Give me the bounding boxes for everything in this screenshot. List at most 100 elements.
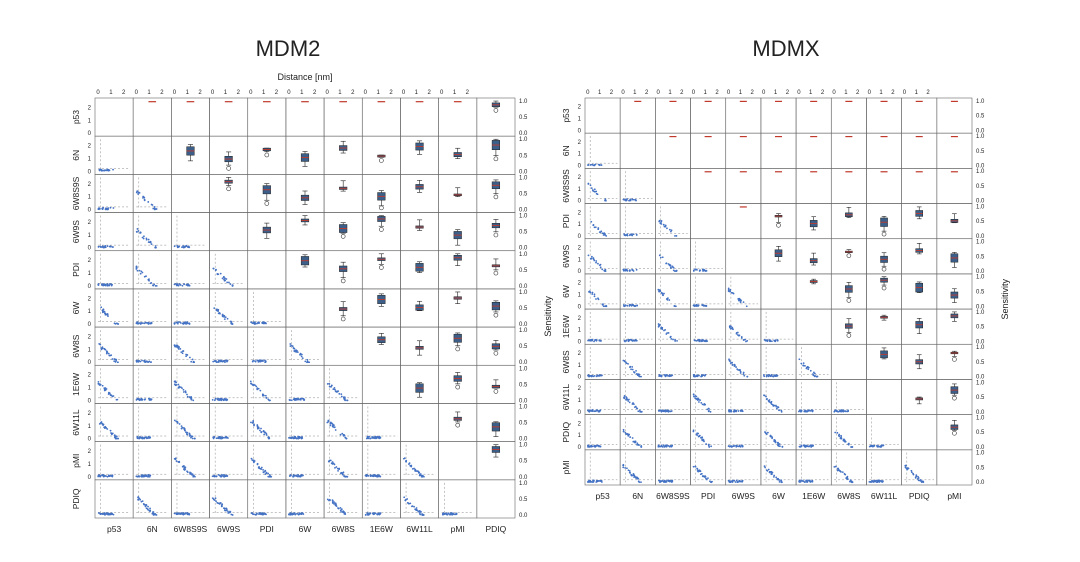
scatter-point	[694, 395, 697, 397]
scatter-point	[261, 393, 264, 396]
scatter-point	[101, 474, 103, 477]
scatter-point	[739, 370, 742, 373]
scatter-point	[706, 408, 709, 411]
scatter-point	[229, 510, 231, 513]
sensitivity-tick-label: 1.0	[519, 405, 528, 411]
scatter-point	[419, 510, 422, 513]
distance-tick-label: 0	[578, 164, 582, 170]
scatter-point	[215, 475, 218, 478]
scatter-point	[366, 474, 368, 476]
column-label: 6W9S	[217, 524, 240, 534]
scatter-point	[104, 207, 107, 210]
distance-tick-label: 1	[186, 90, 190, 96]
scatter-point	[178, 385, 181, 388]
scatter-point	[376, 436, 379, 438]
scatter-point	[264, 470, 266, 473]
matrix-cell	[655, 132, 691, 169]
scatter-point	[660, 410, 663, 413]
scatter-point	[153, 207, 156, 210]
sensitivity-tick-label: 0.5	[519, 153, 528, 159]
distance-tick-label: 2	[88, 373, 92, 379]
scatter-point	[343, 512, 346, 515]
scatter-point	[701, 338, 704, 341]
scatter-point	[152, 207, 155, 210]
distance-tick-label: 0	[88, 398, 92, 404]
distance-tick-label: 2	[680, 90, 684, 96]
scatter-point	[665, 333, 668, 335]
scatter-point	[628, 398, 630, 401]
scatter-point	[692, 465, 695, 468]
scatter-point	[222, 360, 225, 363]
scatter-point	[595, 444, 597, 447]
scatter-point	[187, 283, 189, 286]
scatter-point	[589, 184, 592, 187]
scatter-point	[104, 425, 107, 428]
scatter-point	[263, 513, 265, 515]
scatter-point	[811, 479, 814, 482]
scatter-point	[298, 475, 301, 478]
scatter-point	[737, 481, 739, 484]
scatter-point	[663, 292, 665, 295]
scatter-point	[588, 339, 591, 342]
matrix-cell	[438, 441, 478, 481]
distance-tick-label: 0	[173, 90, 177, 96]
scatter-point	[97, 284, 100, 287]
distance-tick-label: 1	[338, 90, 342, 96]
scatter-point	[331, 422, 333, 425]
scatter-point	[800, 479, 803, 482]
scatter-point	[636, 442, 639, 445]
scatter-point	[112, 513, 115, 516]
scatter-point	[627, 400, 630, 402]
scatter-point	[847, 478, 849, 480]
sensitivity-tick-label: 0.5	[976, 149, 985, 155]
outlier	[264, 201, 270, 206]
scatter-point	[743, 374, 746, 377]
matrix-cell	[830, 449, 867, 486]
scatter-point	[780, 481, 783, 484]
sensitivity-tick-label: 0.0	[519, 513, 528, 519]
sensitivity-tick-label: 0.5	[519, 497, 528, 503]
scatter-point	[252, 460, 255, 463]
scatter-point	[634, 406, 636, 409]
sensitivity-tick-label: 1.0	[519, 99, 528, 105]
scatter-point	[668, 375, 671, 377]
scatter-point	[836, 410, 839, 413]
scatter-point	[148, 278, 150, 281]
sensitivity-tick-label: 0.0	[976, 269, 985, 275]
distance-tick-label: 2	[88, 182, 92, 188]
scatter-point	[258, 512, 261, 514]
scatter-point	[733, 409, 736, 412]
scatter-point	[445, 513, 448, 516]
sensitivity-tick-label: 1.0	[976, 204, 985, 210]
matrix-cell	[866, 168, 902, 204]
sensitivity-tick-label: 1.0	[976, 240, 985, 246]
scatter-point	[152, 284, 154, 287]
scatter-point	[704, 403, 707, 406]
scatter-point	[657, 445, 660, 448]
outlier	[493, 194, 499, 200]
distance-tick-label: 2	[751, 90, 755, 96]
scatter-point	[809, 409, 812, 412]
scatter-point	[192, 360, 195, 363]
scatter-point	[673, 305, 676, 307]
scatter-point	[106, 208, 109, 211]
scatter-point	[629, 303, 632, 306]
scatter-point	[803, 444, 806, 447]
distance-tick-label: 0	[868, 90, 872, 96]
outlier	[952, 357, 957, 362]
scatter-point	[330, 384, 333, 387]
scatter-point	[597, 163, 600, 166]
matrix-cell	[760, 308, 797, 345]
scatter-point	[669, 410, 672, 413]
scatter-point	[147, 437, 149, 440]
matrix-cell	[690, 273, 727, 310]
scatter-point	[264, 513, 267, 516]
scatter-point	[333, 426, 336, 429]
distance-tick-label: 2	[891, 90, 895, 96]
scatter-point	[221, 313, 224, 316]
scatter-point	[176, 513, 179, 516]
column-label: 6W8S	[837, 491, 860, 501]
scatter-point	[777, 444, 779, 447]
scatter-point	[696, 397, 699, 400]
matrix-cell	[936, 97, 973, 134]
